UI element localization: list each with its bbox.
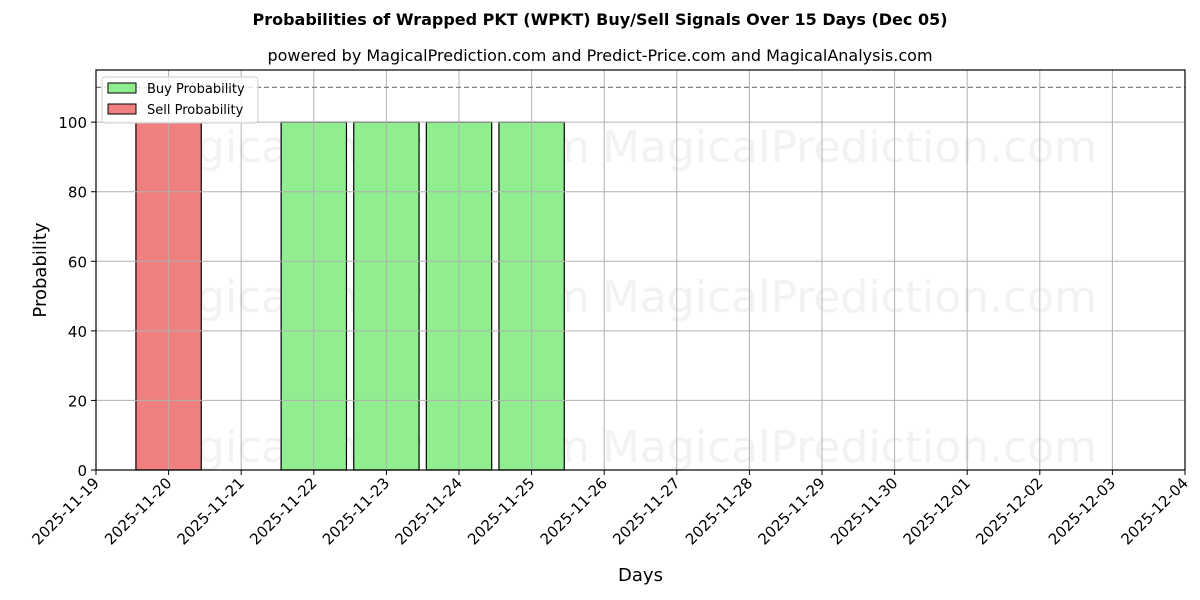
x-tick-label: 2025-11-25 bbox=[464, 474, 538, 548]
y-axis-label: Probability bbox=[30, 222, 51, 317]
x-tick-label: 2025-11-24 bbox=[391, 474, 465, 548]
legend-swatch bbox=[107, 82, 137, 94]
x-tick-label: 2025-11-28 bbox=[682, 474, 756, 548]
legend-label: Buy Probability bbox=[147, 82, 245, 97]
watermark-text: MagicalPrediction.com bbox=[602, 272, 1097, 323]
x-tick-label: 2025-12-01 bbox=[900, 474, 974, 548]
chart-subtitle: powered by MagicalPrediction.com and Pre… bbox=[267, 46, 933, 65]
watermarks: MagicalAnalysis.comMagicalPrediction.com… bbox=[132, 122, 1097, 473]
y-axis: 0 20 40 60 80 100 bbox=[58, 114, 96, 480]
x-tick-label: 2025-11-22 bbox=[246, 474, 320, 548]
x-tick-label: 2025-12-03 bbox=[1045, 474, 1119, 548]
watermark-text: MagicalPrediction.com bbox=[602, 422, 1097, 473]
y-tick-label: 60 bbox=[68, 253, 87, 271]
legend-label: Sell Probability bbox=[147, 103, 244, 118]
x-tick-label: 2025-11-19 bbox=[28, 474, 102, 548]
watermark-text: MagicalPrediction.com bbox=[602, 122, 1097, 173]
x-tick-label: 2025-11-26 bbox=[537, 474, 611, 548]
x-tick-label: 2025-12-04 bbox=[1117, 474, 1191, 548]
chart-title: Probabilities of Wrapped PKT (WPKT) Buy/… bbox=[252, 10, 948, 29]
x-tick-label: 2025-11-27 bbox=[609, 474, 683, 548]
plot-frame bbox=[95, 69, 1186, 471]
x-tick-label: 2025-11-21 bbox=[174, 474, 248, 548]
x-tick-label: 2025-11-20 bbox=[101, 474, 175, 548]
y-tick-label: 100 bbox=[58, 114, 87, 132]
y-tick-label: 20 bbox=[68, 392, 87, 410]
y-tick-label: 40 bbox=[68, 323, 87, 341]
y-tick-label: 0 bbox=[77, 462, 87, 480]
legend-swatch bbox=[107, 103, 137, 115]
x-axis-label: Days bbox=[618, 565, 663, 586]
y-tick-label: 80 bbox=[68, 184, 87, 202]
x-tick-label: 2025-11-23 bbox=[319, 474, 393, 548]
x-axis: 2025-11-192025-11-202025-11-212025-11-22… bbox=[28, 470, 1192, 548]
x-tick-label: 2025-11-29 bbox=[754, 474, 828, 548]
x-tick-label: 2025-11-30 bbox=[827, 474, 901, 548]
x-tick-label: 2025-12-02 bbox=[972, 474, 1046, 548]
legend: Buy Probability Sell Probability bbox=[101, 76, 259, 124]
